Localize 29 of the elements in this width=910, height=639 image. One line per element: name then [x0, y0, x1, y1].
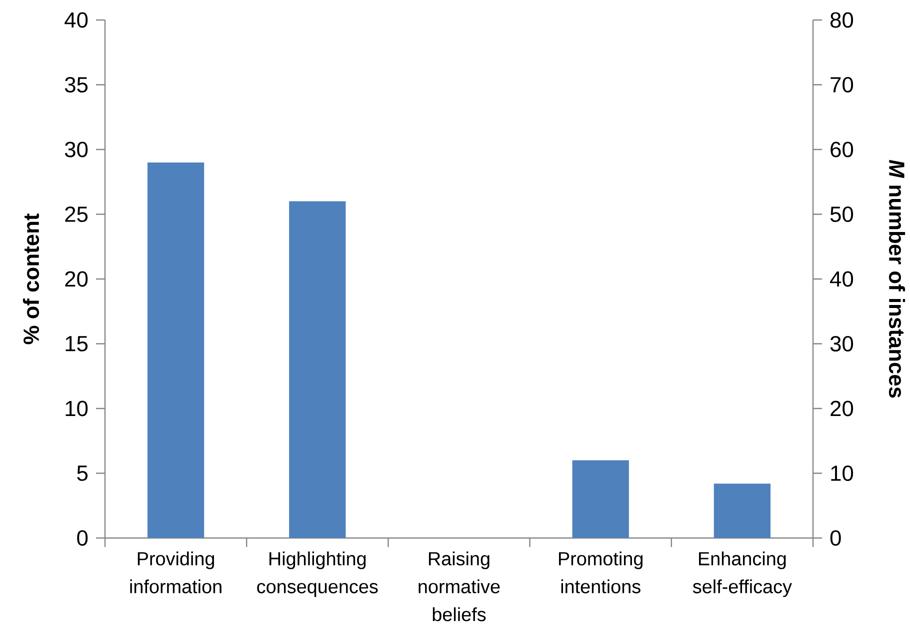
y2-tick-label: 0 — [830, 530, 841, 546]
x-tick-label: Raising normative beliefs — [418, 552, 500, 622]
y-axis-title: % of content — [22, 214, 40, 344]
y2-tick-label: 60 — [830, 142, 854, 158]
y2-tick-label: 30 — [830, 336, 854, 352]
x-tick-label: Providing information — [130, 552, 222, 594]
y-tick-label: 0 — [77, 530, 88, 546]
bar — [714, 484, 771, 538]
y-tick-label: 10 — [66, 400, 88, 416]
y2-tick-label: 40 — [830, 271, 854, 287]
y-tick-label: 35 — [64, 76, 88, 93]
y2-axis-title: M number of instances — [888, 160, 906, 398]
y-tick-label: 15 — [66, 336, 88, 352]
y-tick-label: 40 — [64, 12, 88, 28]
y2-tick-label: 50 — [830, 206, 854, 222]
y-tick-label: 30 — [64, 142, 88, 158]
y2-tick-label: 80 — [830, 12, 854, 28]
y2-tick-label: 20 — [830, 400, 854, 416]
x-tick-label: Highlighting consequences — [257, 552, 378, 598]
y-tick-label: 5 — [77, 466, 88, 481]
bar — [147, 162, 204, 538]
y-tick-label: 20 — [65, 271, 88, 287]
y-tick-label: 25 — [65, 206, 88, 222]
bar — [572, 460, 629, 538]
y2-tick-label: 10 — [831, 465, 854, 482]
x-tick-label: Enhancing self-efficacy — [692, 552, 792, 598]
y2-tick-label: 70 — [830, 76, 854, 93]
x-tick-label: Promoting intentions — [559, 552, 642, 594]
bar — [289, 201, 346, 538]
